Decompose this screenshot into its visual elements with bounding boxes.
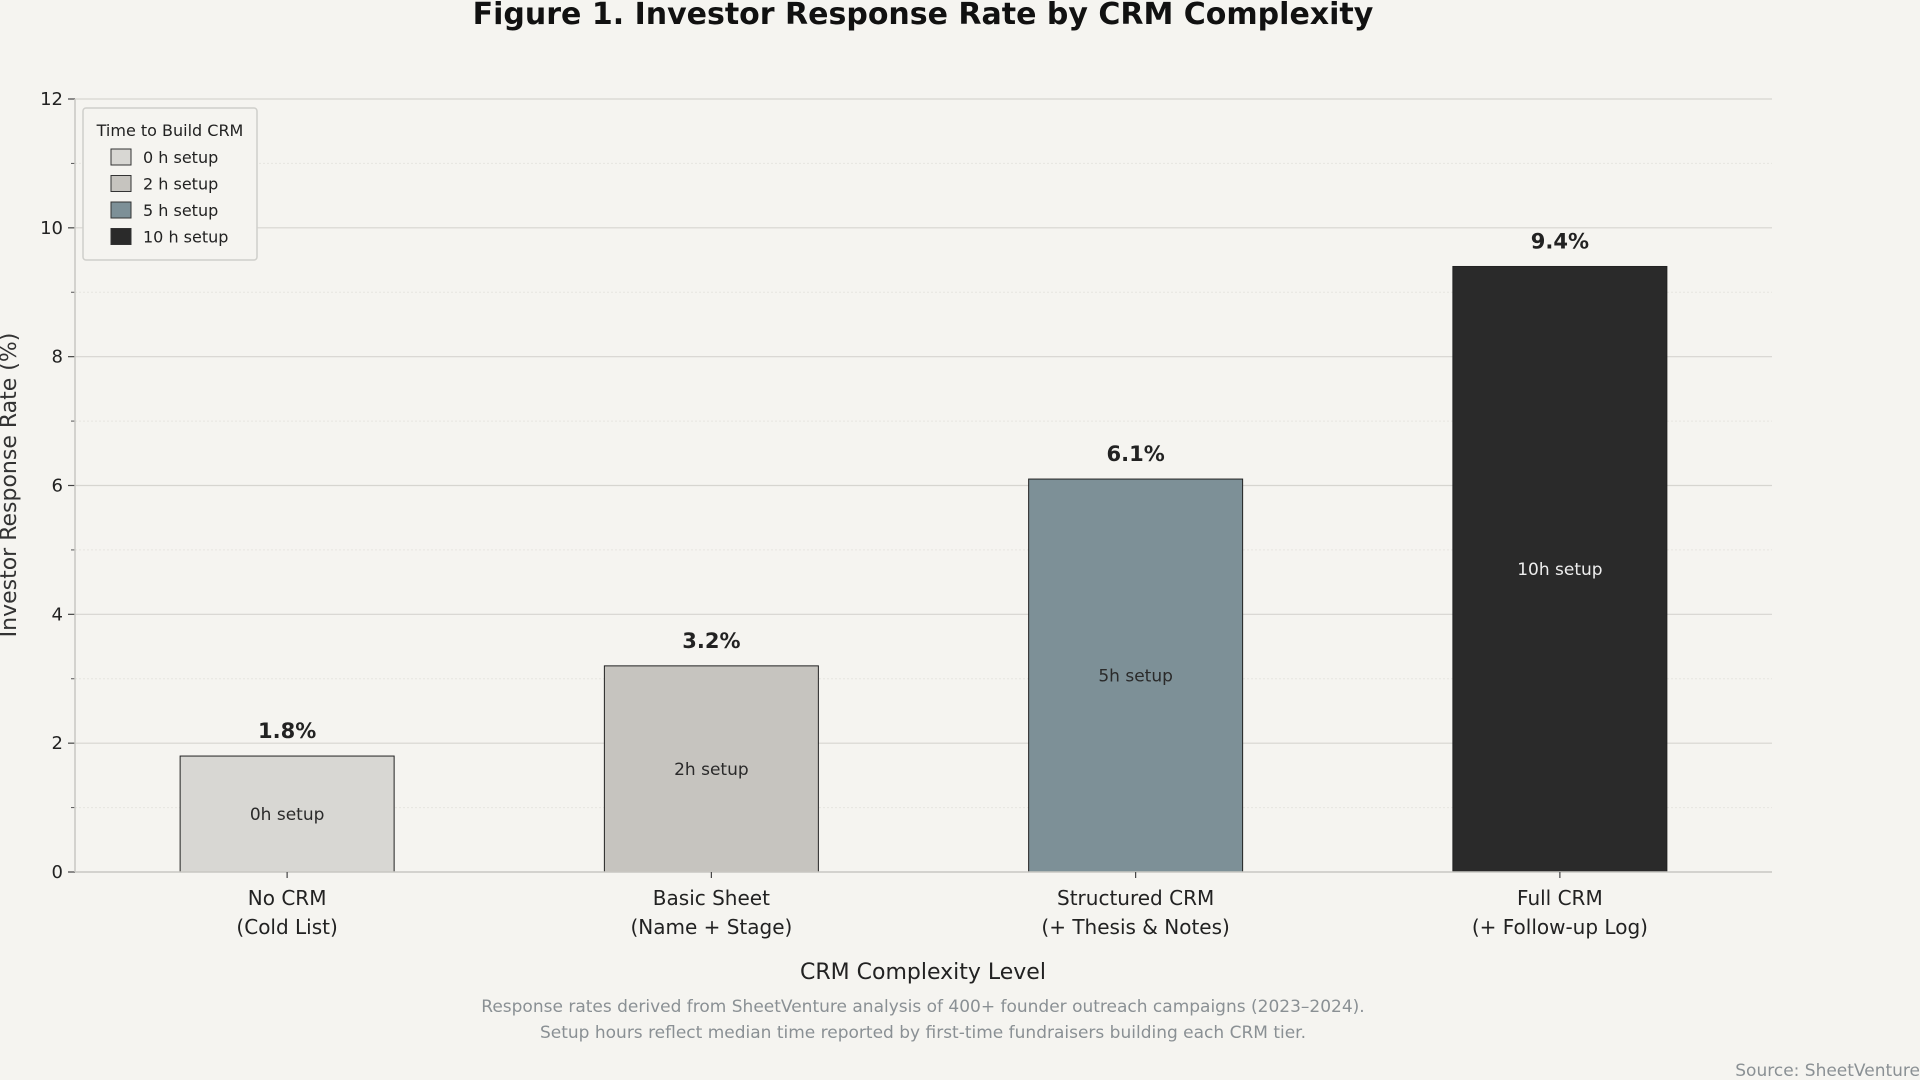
grid	[75, 98, 1772, 809]
y-tick-label: 10	[40, 218, 63, 239]
bar-inner-label: 5h setup	[1098, 667, 1173, 687]
y-tick-label: 12	[40, 89, 63, 110]
x-tick-label: No CRM	[248, 886, 327, 910]
bar	[1452, 265, 1668, 873]
bar	[603, 665, 819, 873]
y-tick-label: 6	[52, 476, 63, 497]
legend: Time to Build CRM 0 h setup 2 h setup 5 h …	[82, 107, 258, 261]
bars: 1.8% 0h setup 3.2% 2h setup 6.1% 5h setup 9.4%…	[179, 229, 1668, 873]
bar-inner-label: 2h setup	[674, 760, 749, 780]
y-tick-label: 4	[52, 604, 63, 625]
bar	[1028, 478, 1244, 873]
legend-swatch	[110, 228, 132, 245]
value-label: 9.4%	[1531, 229, 1589, 253]
y-tick-label: 8	[52, 347, 63, 368]
x-tick-label: (+ Follow-up Log)	[1472, 915, 1648, 939]
legend-swatch	[110, 175, 132, 192]
note-line-2: Setup hours reflect median time reported…	[540, 1023, 1306, 1043]
x-tick-label: Structured CRM	[1057, 886, 1214, 910]
bar-inner-label: 10h setup	[1517, 560, 1602, 580]
bar	[179, 755, 395, 873]
x-tick-label: (Cold List)	[236, 915, 337, 939]
value-label: 3.2%	[682, 629, 740, 653]
legend-entry: 5 h setup	[143, 201, 218, 220]
x-tick-label: Full CRM	[1517, 886, 1603, 910]
y-axis-label: Investor Response Rate (%)	[0, 333, 22, 638]
legend-entry: 10 h setup	[143, 228, 228, 247]
legend-swatch	[110, 201, 132, 219]
value-label: 1.8%	[258, 719, 316, 743]
legend-swatch	[110, 148, 132, 166]
note-line-1: Response rates derived from SheetVenture…	[481, 997, 1364, 1017]
legend-entry: 0 h setup	[143, 148, 218, 167]
legend-entry: 2 h setup	[143, 175, 218, 194]
axes: 0 2 4 6 8 10 12 No CRM (Cold List) Basic Sheet (Na…	[40, 89, 1772, 939]
bar-inner-label: 0h setup	[250, 805, 325, 825]
source-note: Source: SheetVenture	[1735, 1061, 1920, 1080]
y-tick-label: 2	[52, 733, 63, 754]
chart-title: Figure 1. Investor Response Rate by CRM …	[473, 0, 1374, 32]
x-tick-label: Basic Sheet	[653, 886, 770, 910]
x-tick-label: (Name + Stage)	[630, 915, 792, 939]
value-label: 6.1%	[1107, 442, 1165, 466]
legend-title: Time to Build CRM	[96, 121, 244, 140]
x-tick-label: (+ Thesis & Notes)	[1041, 915, 1229, 939]
y-tick-label: 0	[52, 862, 63, 883]
legend-box	[82, 107, 258, 261]
x-axis-label: CRM Complexity Level	[800, 960, 1046, 985]
